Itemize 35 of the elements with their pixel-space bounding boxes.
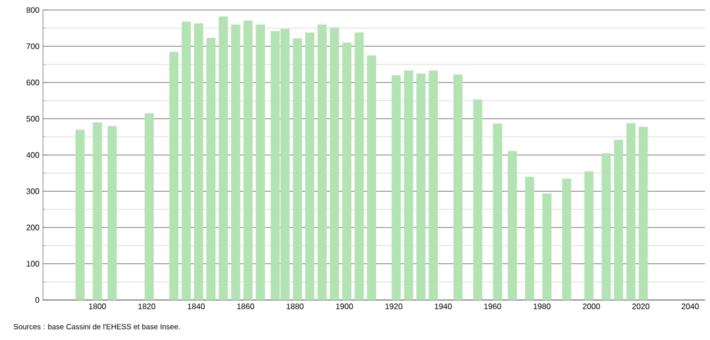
bar [75,130,85,300]
bar [206,38,216,300]
bar [243,20,253,300]
bar [626,123,636,300]
bar [562,178,572,300]
bar [602,153,611,300]
bar [392,75,401,300]
bar [342,42,352,300]
bar [404,70,414,300]
bar [169,52,178,300]
bar [428,70,438,300]
bar [584,171,594,300]
bar [305,32,314,300]
bar [508,151,517,300]
bar [144,113,154,300]
bar [638,126,648,300]
bar [182,22,191,300]
bar [366,55,376,300]
bar [416,73,426,300]
bar [108,126,117,300]
bar [218,16,228,300]
bar [542,193,552,300]
bar [614,140,624,300]
bar [330,27,340,300]
bar [453,74,463,300]
bar [292,38,302,300]
bar [473,100,482,300]
bar [194,23,204,300]
bar [92,122,102,300]
bar [256,24,265,300]
bar [354,32,364,300]
bar [318,24,327,300]
bar [231,24,240,300]
bar [492,123,502,300]
bar [525,176,534,300]
